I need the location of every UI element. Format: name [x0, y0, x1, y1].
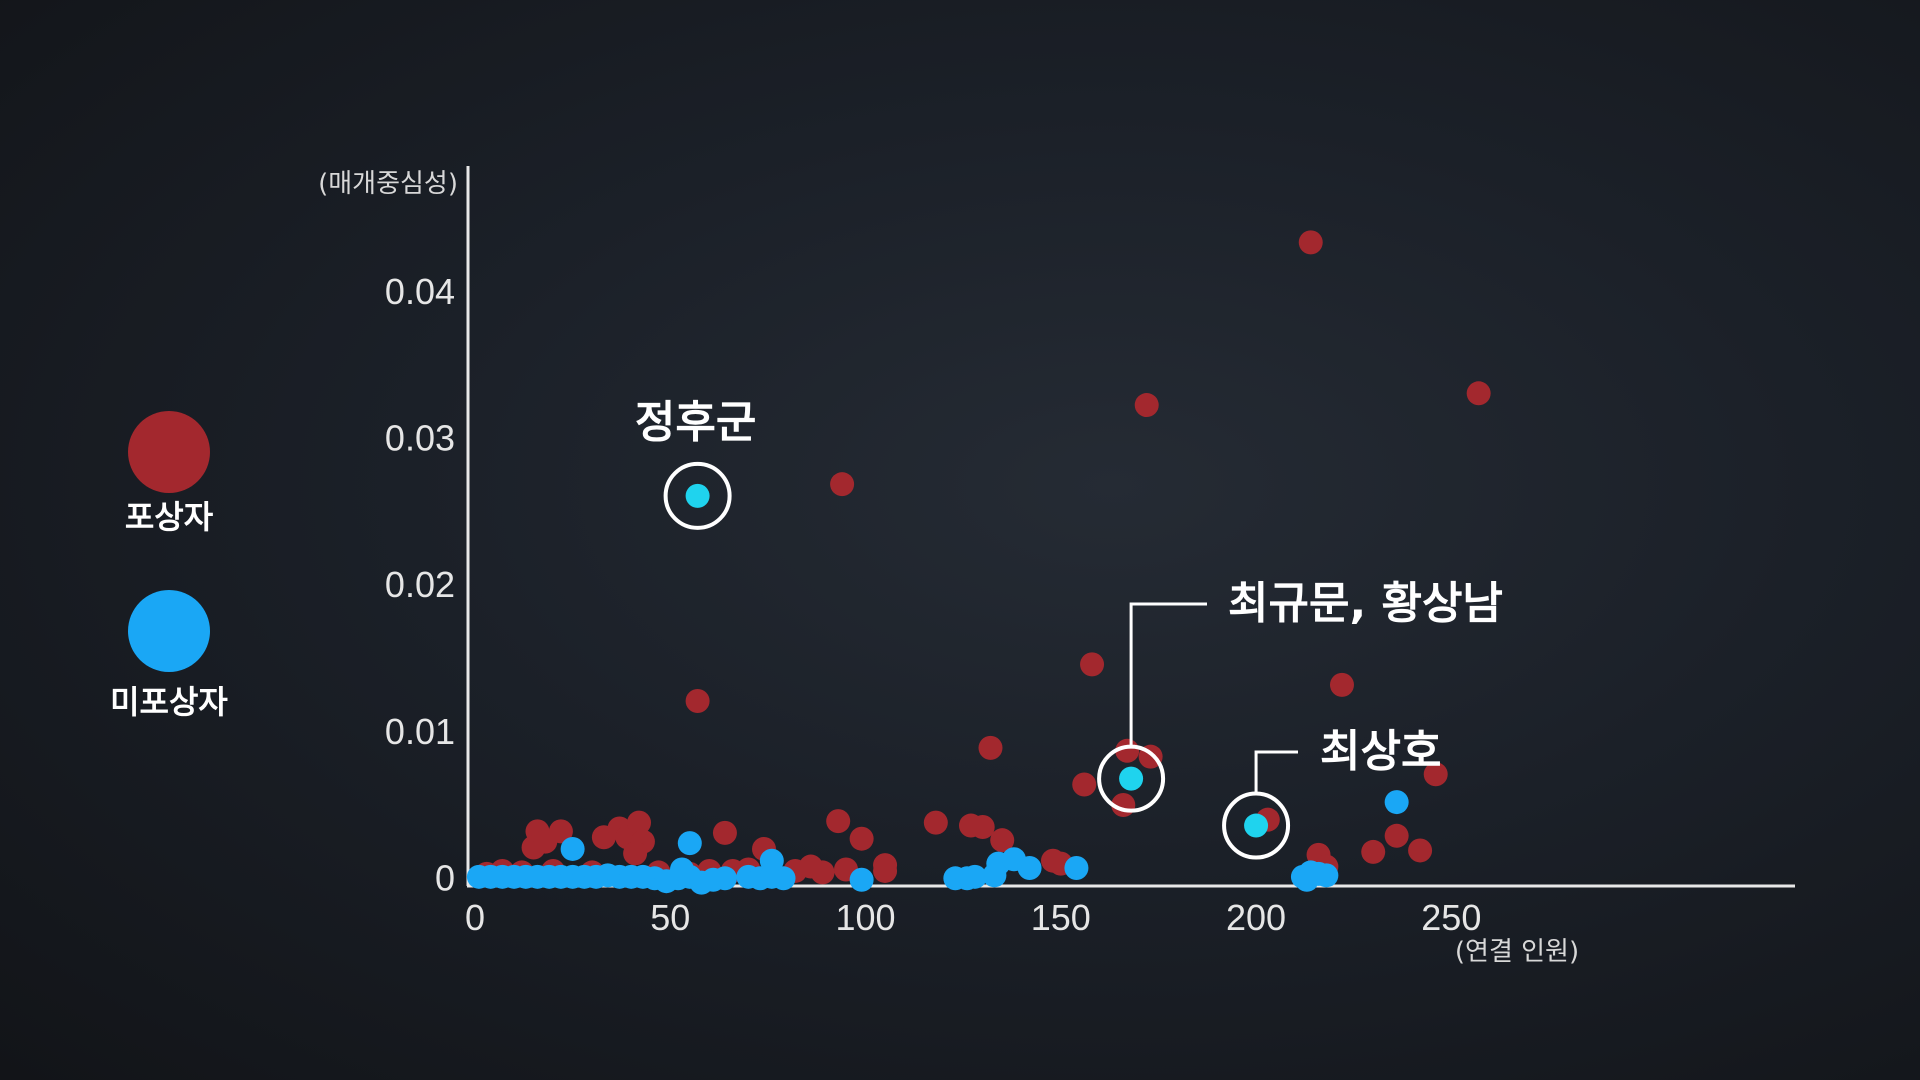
legend: 포상자 미포상자 [110, 411, 228, 721]
awardee-point [923, 810, 948, 835]
awardee-point [1361, 839, 1386, 864]
awardee-point [1329, 672, 1354, 697]
awardee-point [1080, 652, 1105, 677]
y-tick-label: 0.01 [385, 711, 455, 752]
annotation-label: 정후군 [635, 397, 756, 448]
x-tick-label: 200 [1226, 897, 1286, 938]
annotation-label: 최규문, 황상남 [1228, 578, 1503, 629]
legend-marker-non-awardee [128, 590, 210, 672]
awardee-point [873, 858, 898, 883]
highlighted-point [685, 483, 710, 508]
awardee-point [830, 472, 855, 497]
non-awardee-point [677, 831, 702, 856]
non-awardee-point [560, 836, 585, 861]
awardee-point [627, 810, 652, 835]
awardee-point [1134, 393, 1159, 418]
x-axis-title: (연결 인원) [1455, 937, 1579, 967]
non-awardee-point [771, 866, 796, 891]
non-awardee-point [1294, 867, 1319, 892]
non-awardee-point [759, 848, 784, 873]
awardee-point [1423, 762, 1448, 787]
awardee-point [623, 841, 648, 866]
data-points [466, 230, 1491, 895]
legend-label-awardee: 포상자 [125, 498, 214, 536]
x-tick-label: 250 [1421, 897, 1481, 938]
awardee-point [533, 829, 558, 854]
highlight-ring [663, 461, 732, 530]
awardee-point [1040, 848, 1065, 873]
awardee-point [1298, 230, 1323, 255]
awardee-point [1384, 823, 1409, 848]
x-tick-labels: 0 50 100 150 200 250 [465, 897, 1481, 938]
callout-leader-line [1254, 750, 1298, 794]
awardee-point [849, 826, 874, 851]
non-awardee-point [1064, 856, 1089, 881]
non-awardee-point [1314, 863, 1339, 888]
non-awardee-point [712, 866, 737, 891]
highlighted-point [1119, 766, 1144, 791]
x-tick-label: 0 [465, 897, 485, 938]
awardee-point [978, 735, 1003, 760]
awardee-point [685, 688, 710, 713]
y-axis-title: (매개중심성) [318, 169, 458, 199]
y-tick-label: 0.04 [385, 271, 455, 312]
y-tick-label: 0 [435, 857, 455, 898]
x-tick-label: 50 [650, 897, 690, 938]
x-tick-label: 150 [1031, 897, 1091, 938]
x-tick-label: 100 [835, 897, 895, 938]
highlighted-point [1244, 813, 1269, 838]
y-tick-label: 0.03 [385, 418, 455, 459]
non-awardee-point [1384, 790, 1409, 815]
legend-marker-awardee [128, 411, 210, 493]
legend-label-non-awardee: 미포상자 [110, 683, 228, 721]
non-awardee-point [849, 867, 874, 892]
awardee-point [1466, 381, 1491, 406]
y-tick-label: 0.02 [385, 564, 455, 605]
annotation-label: 최상호 [1320, 726, 1441, 777]
awardee-point [990, 828, 1015, 853]
awardee-point [1072, 772, 1097, 797]
awardee-point [712, 820, 737, 845]
awardee-point [1408, 838, 1433, 863]
non-awardee-point [962, 864, 987, 889]
awardee-point [970, 814, 995, 839]
y-tick-labels: 0 0.01 0.02 0.03 0.04 [385, 271, 455, 898]
callout-leader-line [1129, 602, 1207, 747]
awardee-point [826, 809, 851, 834]
non-awardee-point [669, 857, 694, 882]
non-awardee-point [1017, 856, 1042, 881]
